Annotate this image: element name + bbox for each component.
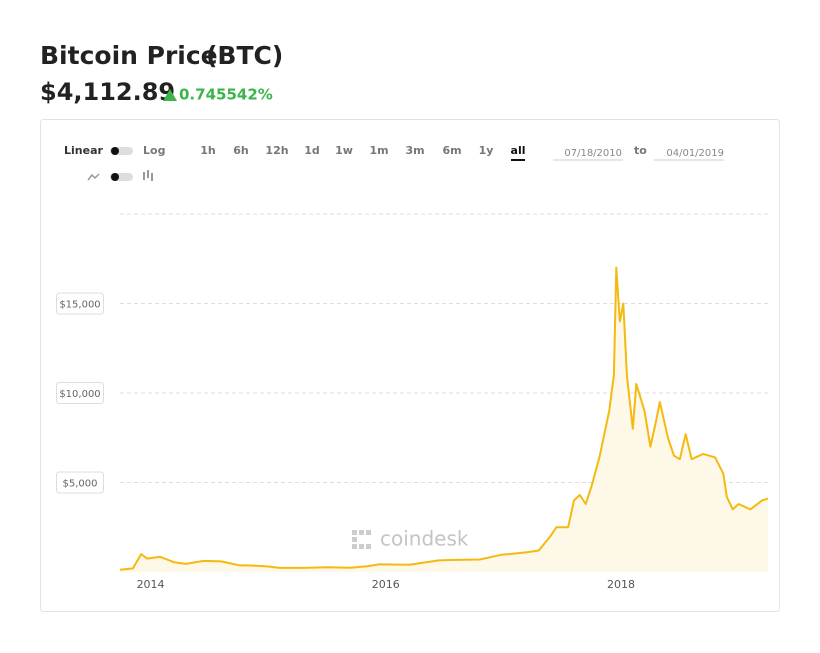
watermark-icon (352, 530, 371, 549)
date-to[interactable]: 04/01/2019 (666, 148, 724, 159)
log-label[interactable]: Log (143, 144, 165, 157)
range-button[interactable]: all (511, 144, 526, 157)
range-button[interactable]: 6h (233, 144, 249, 157)
range-button[interactable]: 1h (200, 144, 216, 157)
to-label: to (634, 144, 647, 157)
range-button[interactable]: 12h (265, 144, 288, 157)
change: 0.745542% (179, 86, 273, 104)
range-button[interactable]: 3m (405, 144, 424, 157)
card (40, 119, 780, 612)
candle-icon[interactable] (143, 170, 153, 181)
x-tick-label: 2014 (137, 578, 165, 591)
linear-label[interactable]: Linear (64, 144, 103, 157)
y-tick-box (56, 471, 104, 494)
symbol: (BTC) (206, 41, 283, 70)
area (120, 267, 768, 572)
range-button[interactable]: 1m (369, 144, 388, 157)
x-tick-label: 2018 (607, 578, 635, 591)
range-button[interactable]: 6m (442, 144, 461, 157)
y-tick-label: $10,000 (59, 389, 100, 400)
watermark: coindesk (380, 527, 469, 551)
y-tick-box (56, 382, 104, 404)
range-button[interactable]: 1y (479, 144, 494, 157)
range-button[interactable]: 1w (335, 144, 353, 157)
y-tick-box (56, 292, 104, 315)
price: $4,112.89 (40, 78, 175, 106)
title: Bitcoin Price (40, 41, 218, 70)
price-line (119, 266, 769, 571)
toggle-knob (111, 173, 119, 181)
y-tick-label: $15,000 (59, 300, 100, 311)
date-from[interactable]: 07/18/2010 (564, 148, 622, 159)
x-tick-label: 2016 (372, 578, 400, 591)
line-icon[interactable] (87, 173, 100, 181)
toggle-knob (111, 147, 119, 155)
up-arrow (163, 89, 177, 101)
y-tick-label: $5,000 (63, 479, 98, 490)
range-button[interactable]: 1d (304, 144, 320, 157)
